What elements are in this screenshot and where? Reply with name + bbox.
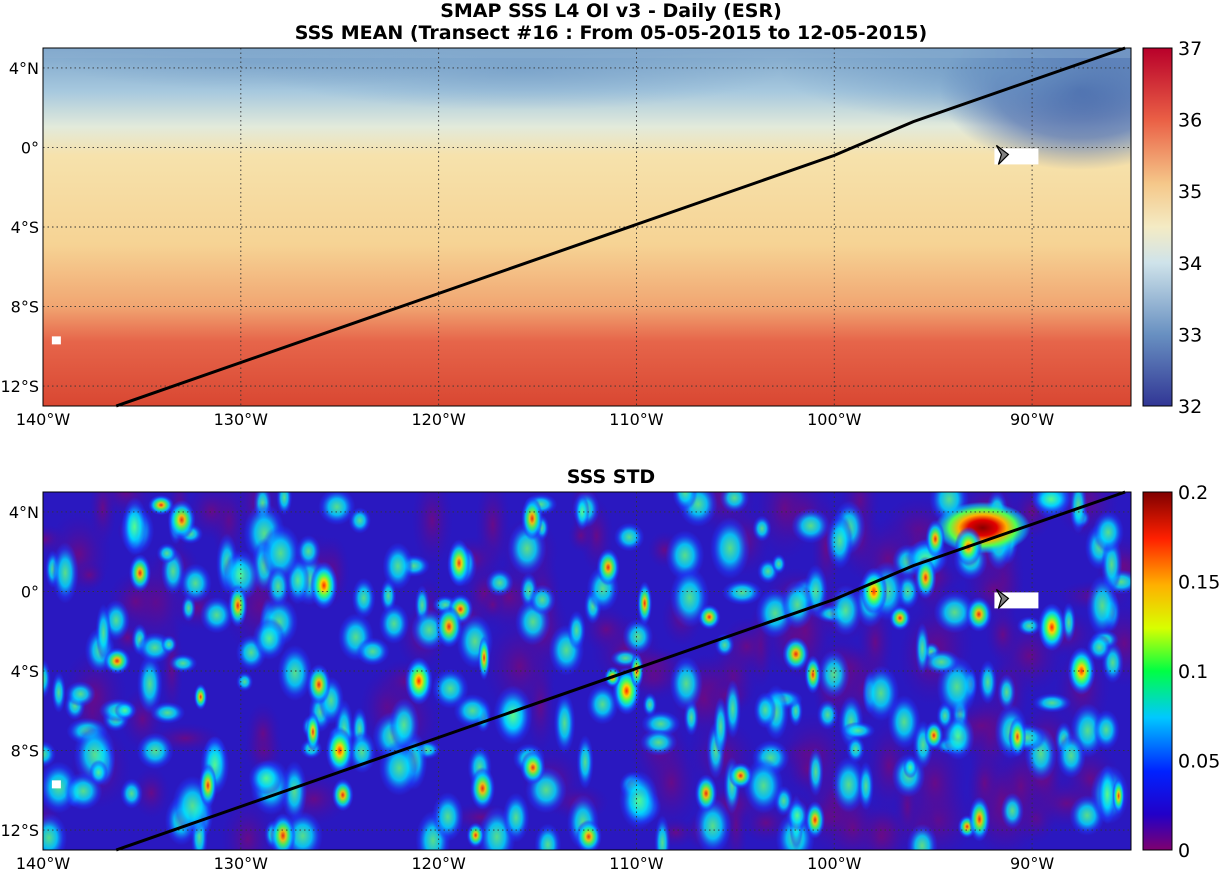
mean-panel: 140°W 130°W 120°W 110°W 100°W 90°W 4°N 0° 4°S 8°…: [0, 38, 1202, 429]
colorbar-tick-label: 37: [1178, 38, 1202, 60]
colorbar-tick-label: 0: [1178, 840, 1190, 862]
x-tick-label: 140°W: [16, 854, 71, 871]
mean-x-tick-labels: 140°W 130°W 120°W 110°W 100°W 90°W: [16, 410, 1055, 429]
ship-chevron-icon: [995, 588, 1010, 609]
x-tick-label: 110°W: [609, 410, 664, 429]
colorbar-tick-label: 0.15: [1178, 572, 1220, 594]
mean-colorbar: [1142, 47, 1173, 407]
std-gridlines: [43, 492, 1131, 850]
mean-gridlines: [43, 48, 1131, 406]
y-tick-label: 4°N: [9, 59, 39, 78]
mean-y-tick-labels: 4°N 0° 4°S 8°S 12°S: [0, 59, 39, 396]
mean-heatmap: [43, 48, 1131, 406]
std-heatmap: [43, 492, 1131, 850]
std-hotspot: [1037, 603, 1066, 652]
mean-ship-marker: [51, 144, 1039, 345]
colorbar-tick-label: 35: [1178, 181, 1202, 203]
std-hotspot: [1067, 647, 1096, 695]
x-tick-label: 120°W: [411, 410, 466, 429]
std-ship-marker: [51, 588, 1039, 789]
std-hotspot: [325, 726, 354, 775]
ship-chevron-icon: [995, 144, 1010, 165]
y-tick-label: 4°S: [11, 218, 39, 237]
x-tick-label: 100°W: [807, 854, 862, 871]
figure-title: SMAP SSS L4 OI v3 - Daily (ESR): [440, 0, 782, 22]
std-transect-line: [115, 490, 1126, 852]
island-mask: [51, 336, 61, 345]
island-mask: [51, 780, 61, 789]
y-tick-label: 8°S: [11, 742, 39, 761]
x-tick-label: 90°W: [1010, 854, 1054, 871]
std-hotspot: [934, 501, 1031, 554]
colorbar-tick-label: 36: [1178, 110, 1202, 132]
x-tick-label: 130°W: [214, 854, 269, 871]
x-tick-label: 110°W: [609, 854, 664, 871]
colorbar-tick-label: 33: [1178, 324, 1202, 346]
x-tick-label: 130°W: [214, 410, 269, 429]
mean-transect-line: [115, 46, 1126, 408]
std-panel-title: SSS STD: [566, 466, 656, 488]
std-y-tick-labels: 4°N 0° 4°S 8°S 12°S: [0, 503, 39, 840]
std-axes-frame: [42, 491, 1132, 851]
colorbar-tick-label: 0.05: [1178, 751, 1220, 773]
y-tick-label: 8°S: [11, 298, 39, 317]
y-tick-label: 4°S: [11, 662, 39, 681]
std-panel: 140°W 130°W 120°W 110°W 100°W 90°W 4°N 0° 4°S 8°…: [0, 482, 1220, 871]
mean-colorbar-tick-labels: 32 33 34 35 36 37: [1178, 38, 1202, 418]
std-colorbar-tick-labels: 0 0.05 0.1 0.15 0.2: [1178, 482, 1220, 862]
x-tick-label: 120°W: [411, 854, 466, 871]
std-hotspot: [309, 561, 338, 610]
std-hotspot: [859, 567, 888, 616]
x-tick-label: 100°W: [807, 410, 862, 429]
y-tick-label: 4°N: [9, 503, 39, 522]
colorbar-tick-label: 0.2: [1178, 482, 1208, 504]
std-colorbar: [1142, 491, 1173, 851]
std-hotspot: [404, 656, 433, 705]
x-tick-label: 140°W: [16, 410, 71, 429]
mean-panel-title: SSS MEAN (Transect #16 : From 05-05-2015…: [294, 22, 928, 44]
y-tick-label: 12°S: [0, 377, 39, 396]
colorbar-tick-label: 0.1: [1178, 661, 1208, 683]
y-tick-label: 0°: [21, 138, 39, 157]
colorbar-tick-label: 34: [1178, 253, 1202, 275]
colorbar-tick-label: 32: [1178, 396, 1202, 418]
std-x-tick-labels: 140°W 130°W 120°W 110°W 100°W 90°W: [16, 854, 1055, 871]
mean-axes-frame: [42, 47, 1132, 407]
y-tick-label: 0°: [21, 582, 39, 601]
y-tick-label: 12°S: [0, 821, 39, 840]
x-tick-label: 90°W: [1010, 410, 1054, 429]
